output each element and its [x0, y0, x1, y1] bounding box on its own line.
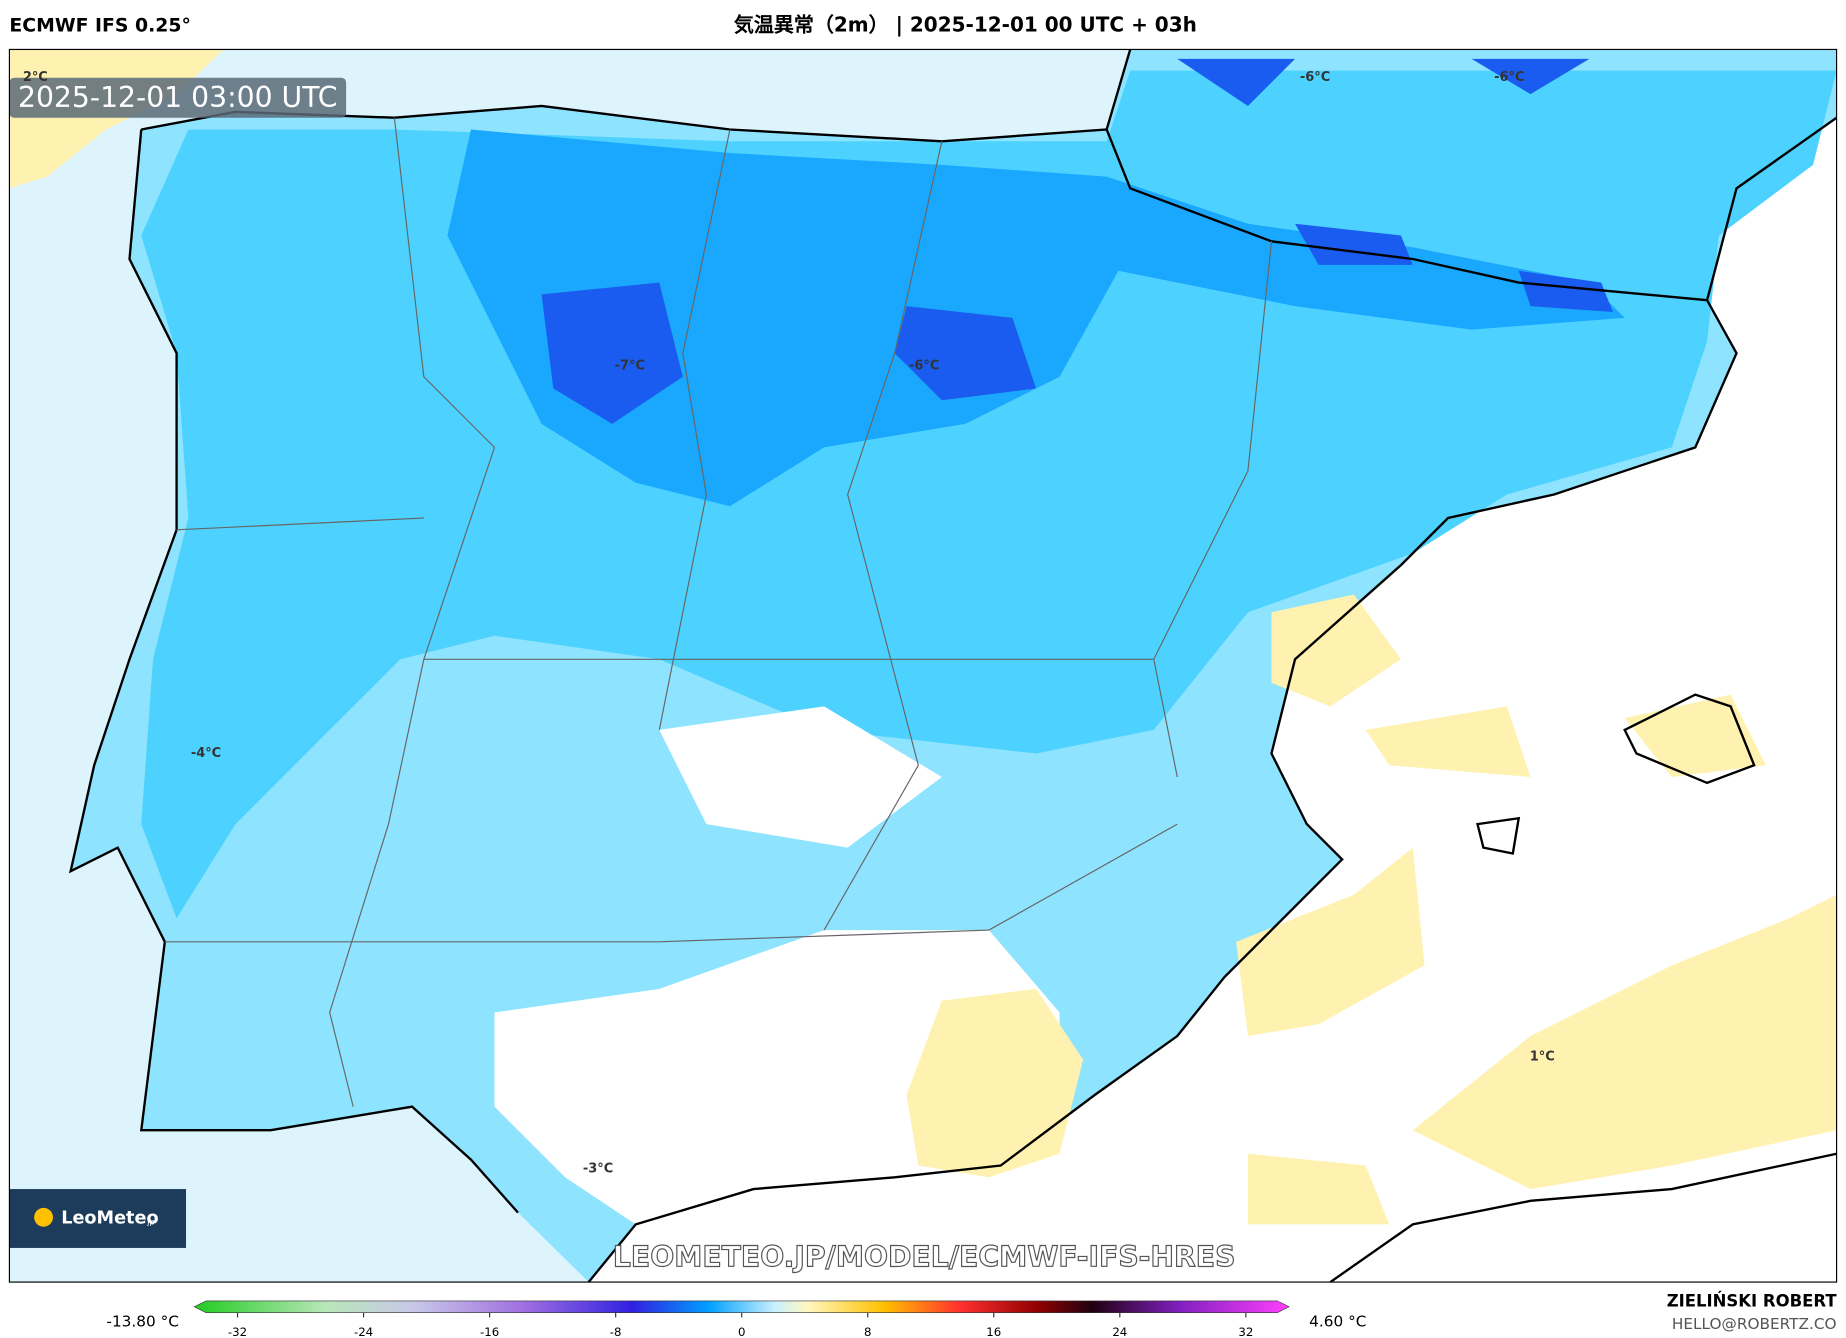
logo-suffix: jp — [146, 1217, 155, 1227]
map-frame — [8, 48, 1838, 1283]
author: ZIELIŃSKI ROBERT — [1667, 1292, 1838, 1311]
colorbar-tick-label: 24 — [1112, 1325, 1127, 1338]
logo-sun — [34, 1207, 53, 1227]
colorbar: -13.80 °C 4.60 °C -32 -24 -16 -8 0 8 16 24 32 — [106, 1300, 1366, 1338]
contour-label: 1°C — [1530, 1050, 1555, 1065]
colder-zone — [447, 129, 1625, 507]
watermark: LEOMETEO.JP/MODEL/ECMWF-IFS-HRES — [613, 1241, 1236, 1274]
admin-borders — [164, 117, 1273, 1107]
contour-label: -6°C — [1300, 70, 1330, 85]
warm-zone — [906, 594, 1837, 1225]
map-area: 2025-12-01 03:00 UTC 2°C -6°C -6°C -7°C … — [9, 49, 1837, 1283]
coastline — [68, 49, 1837, 1283]
contour-label: -4°C — [191, 746, 221, 761]
colorbar-tick-label: -16 — [480, 1325, 499, 1338]
colorbar-bar — [193, 1300, 1290, 1313]
colorbar-tick-label: 0 — [738, 1325, 746, 1338]
map-title: 気温異常（2m） | 2025-12-01 00 UTC + 03h — [734, 12, 1197, 36]
max-value: 4.60 °C — [1309, 1313, 1366, 1331]
colorbar-tick-label: 8 — [864, 1325, 872, 1338]
coldest-zone — [541, 58, 1613, 424]
colorbar-tick-label: 16 — [986, 1325, 1001, 1338]
atlantic — [9, 49, 1131, 1283]
timestamp: 2025-12-01 03:00 UTC — [18, 81, 338, 114]
timestamp-box — [9, 77, 347, 118]
model-name: ECMWF IFS 0.25° — [9, 15, 190, 36]
contour-label: -3°C — [583, 1162, 613, 1177]
colorbar-tick-label: -8 — [610, 1325, 622, 1338]
logo-text: LeoMeteo — [61, 1209, 158, 1229]
min-value: -13.80 °C — [106, 1313, 179, 1331]
contour-label: -7°C — [615, 359, 645, 374]
contour-label: 2°C — [23, 70, 48, 85]
colorbar-tick-label: -24 — [354, 1325, 373, 1338]
colorbar-tick-label: 32 — [1238, 1325, 1253, 1338]
email: HELLO@ROBERTZ.CO — [1672, 1315, 1837, 1333]
colorbar-tick-label: -32 — [228, 1325, 247, 1338]
contour-label: -6°C — [909, 359, 939, 374]
contour-label: -6°C — [1494, 70, 1524, 85]
